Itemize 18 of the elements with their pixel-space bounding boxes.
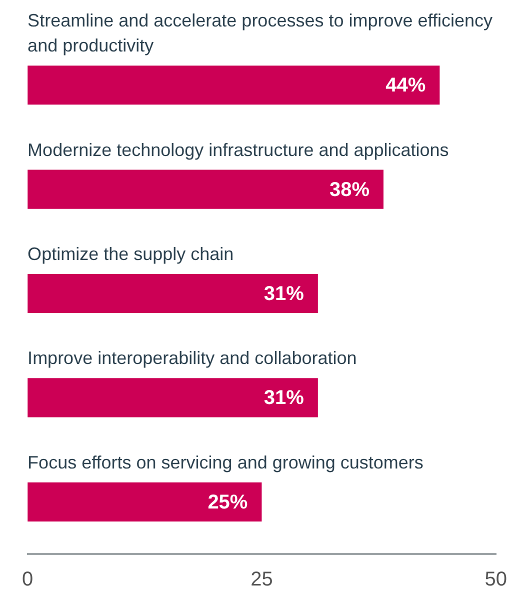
y-tick-label: Optimize the supply chain (28, 244, 234, 264)
y-tick-label: Modernize technology infrastructure and applications (28, 140, 449, 160)
bar (28, 378, 318, 418)
data-label: 31% (264, 283, 304, 306)
y-tick-label: Improve interoperability and collaboration (28, 348, 357, 368)
y-tick-label: Focus efforts on servicing and growing customers (28, 452, 424, 472)
data-label: 38% (329, 178, 370, 201)
x-tick-label: 50 (484, 568, 507, 591)
data-label: 25% (208, 491, 248, 514)
data-label: 31% (264, 387, 304, 410)
y-tick-label: Streamline and accelerate processes to improve efficiency and productivity (28, 10, 492, 56)
bar (28, 170, 384, 209)
data-label: 44% (386, 74, 426, 97)
x-tick-label: 0 (22, 568, 34, 591)
x-tick-label: 25 (250, 568, 273, 591)
bar (28, 274, 318, 314)
bar (28, 66, 440, 105)
bar (28, 482, 262, 522)
